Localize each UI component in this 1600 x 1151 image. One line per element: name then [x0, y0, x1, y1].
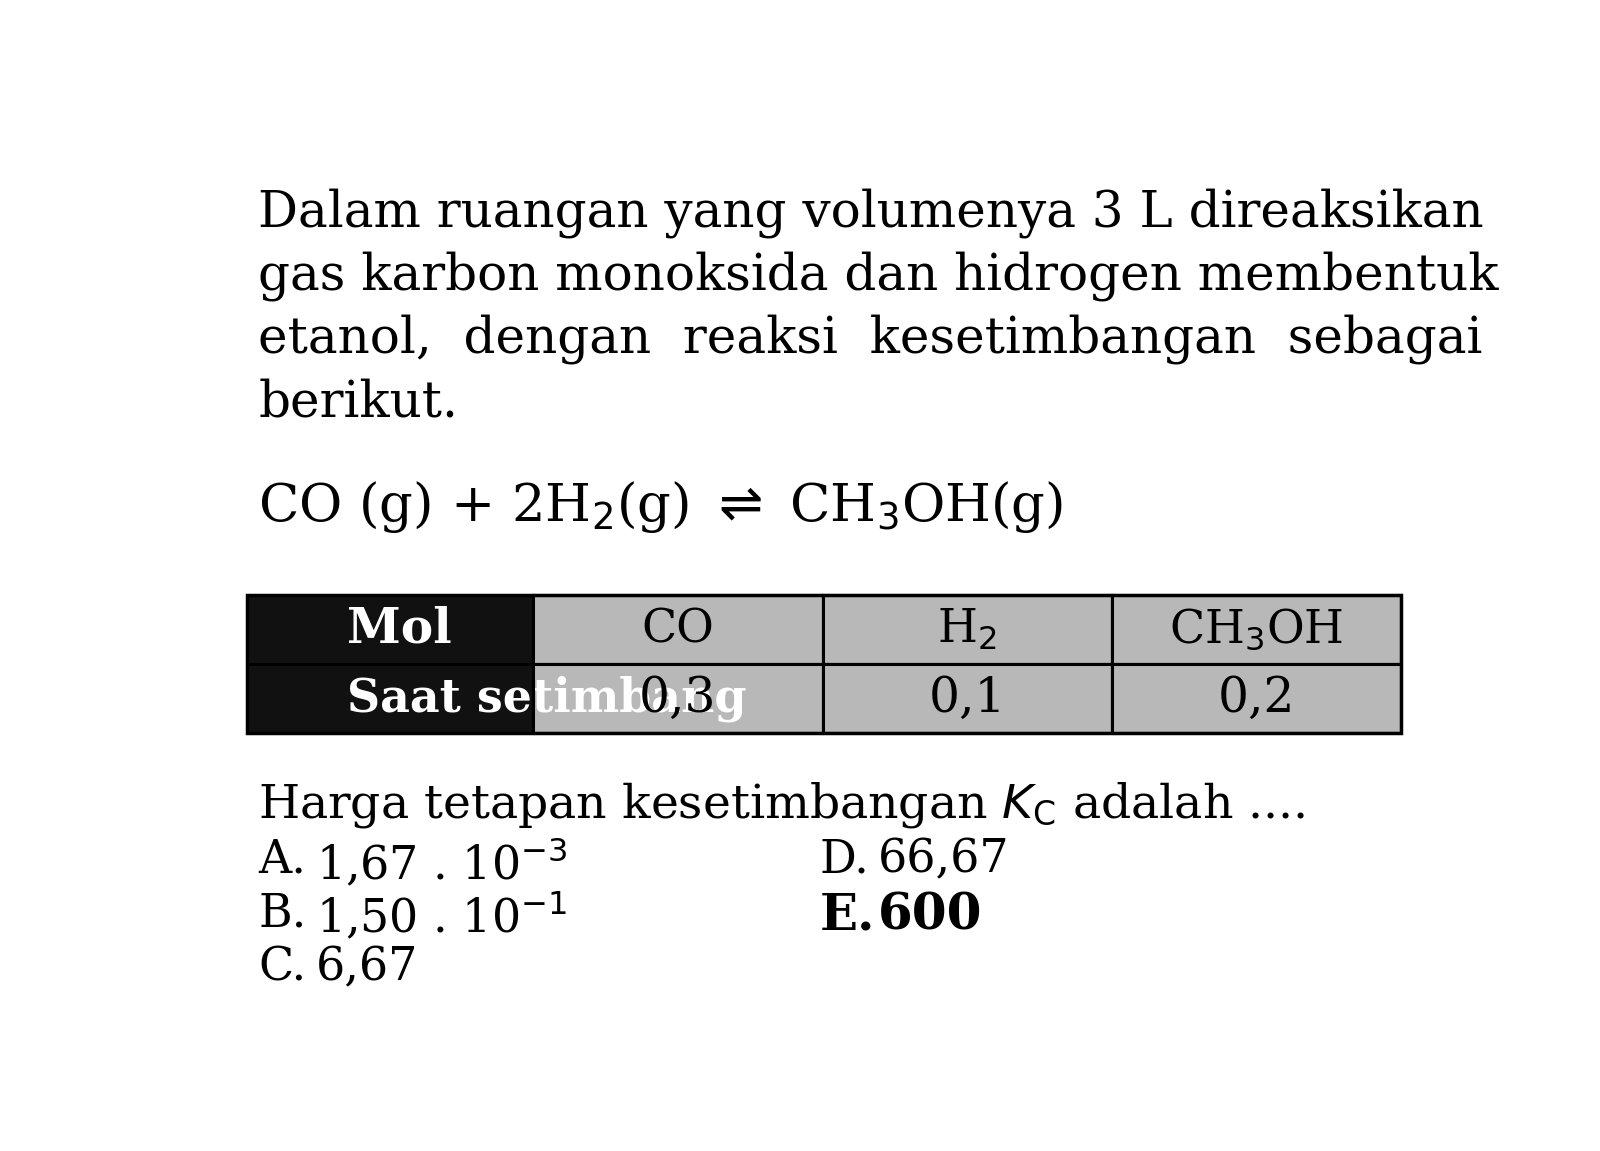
Bar [822, 664, 1112, 733]
Text: gas karbon monoksida dan hidrogen membentuk: gas karbon monoksida dan hidrogen memben… [258, 251, 1499, 302]
Text: E.: E. [819, 891, 875, 940]
Text: Harga tetapan kesetimbangan $K_{\mathrm{C}}$ adalah ....: Harga tetapan kesetimbangan $K_{\mathrm{… [258, 779, 1306, 830]
Bar [1112, 664, 1402, 733]
Bar [246, 664, 533, 733]
Text: 600: 600 [878, 891, 982, 940]
Text: D.: D. [819, 837, 870, 883]
Bar [822, 595, 1112, 664]
Text: CH$_3$OH: CH$_3$OH [1170, 607, 1344, 653]
Text: 66,67: 66,67 [878, 837, 1010, 883]
Bar [533, 664, 822, 733]
Text: H$_2$: H$_2$ [938, 607, 997, 653]
Text: etanol,  dengan  reaksi  kesetimbangan  sebagai: etanol, dengan reaksi kesetimbangan seba… [258, 314, 1483, 365]
Text: 6,67: 6,67 [317, 945, 419, 990]
Text: C.: C. [258, 945, 306, 990]
Text: 0,3: 0,3 [638, 676, 717, 722]
Text: 1,50 . 10$^{-1}$: 1,50 . 10$^{-1}$ [317, 891, 568, 943]
Bar [533, 595, 822, 664]
Text: berikut.: berikut. [258, 378, 458, 427]
Text: CO (g) + 2H$_2$(g) $\rightleftharpoons$ CH$_3$OH(g): CO (g) + 2H$_2$(g) $\rightleftharpoons$ … [258, 479, 1062, 535]
Text: 0,2: 0,2 [1218, 676, 1296, 722]
Text: 0,1: 0,1 [928, 676, 1006, 722]
Text: A.: A. [258, 837, 306, 883]
Text: 1,67 . 10$^{-3}$: 1,67 . 10$^{-3}$ [317, 837, 568, 890]
Text: Saat setimbang: Saat setimbang [347, 676, 747, 722]
Bar [246, 595, 533, 664]
Text: CO: CO [642, 607, 714, 651]
Text: Mol: Mol [347, 605, 451, 653]
Text: Dalam ruangan yang volumenya 3 L direaksikan: Dalam ruangan yang volumenya 3 L direaks… [258, 188, 1483, 238]
Bar [1112, 595, 1402, 664]
Bar [246, 595, 1402, 733]
Text: B.: B. [258, 891, 306, 937]
